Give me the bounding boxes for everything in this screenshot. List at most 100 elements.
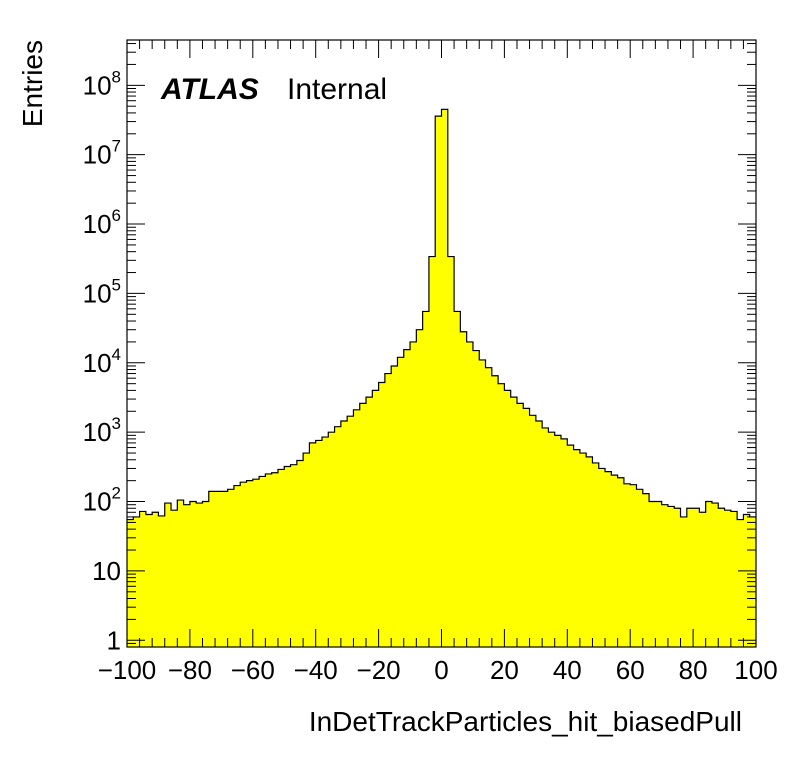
histogram-bin [586, 456, 593, 647]
histogram-bin [542, 427, 549, 647]
histogram-bin [221, 491, 229, 647]
histogram-bin [359, 403, 367, 647]
histogram-bin [466, 341, 474, 647]
y-tick-labels: 1 10 102 103 104 105 106 107 108 [83, 67, 121, 655]
histogram-bin [617, 477, 625, 647]
histogram-bin [403, 349, 411, 647]
y-tick-label: 104 [83, 345, 121, 378]
histogram-bin [435, 116, 442, 648]
x-tick-label: 80 [679, 655, 708, 685]
histogram-bin [523, 408, 530, 647]
histogram-bin [416, 329, 424, 647]
histogram-bin [340, 420, 348, 647]
histogram-bin [579, 453, 587, 647]
histogram-bin [567, 445, 574, 647]
histogram-bin [674, 508, 681, 647]
histogram-bin [711, 503, 719, 647]
histogram-bin [447, 256, 455, 647]
histogram-bin [561, 438, 568, 647]
histogram-bin [655, 501, 663, 647]
histogram-bin [573, 449, 581, 647]
histogram-bin [705, 501, 713, 647]
histogram-bin [265, 473, 273, 647]
histogram-bin [605, 471, 612, 647]
histogram-bin [554, 435, 562, 647]
histogram-bin [328, 432, 335, 647]
x-tick-label: −20 [357, 655, 401, 685]
x-tick-label: −60 [231, 655, 275, 685]
histogram-bin [240, 482, 247, 647]
histogram-bin [693, 508, 700, 647]
histogram-bin [284, 466, 291, 647]
histogram-bin [516, 403, 524, 647]
histogram-bin [366, 397, 373, 647]
histogram-bin [623, 483, 631, 647]
histogram-bin [309, 442, 317, 647]
histogram-bin [208, 491, 216, 647]
histogram-bin [189, 501, 197, 647]
histogram-bin [391, 365, 398, 647]
x-tick-label: −100 [98, 655, 157, 685]
histogram-outline [127, 108, 756, 521]
histogram-bin [743, 514, 751, 647]
histogram-bin [485, 367, 493, 647]
histogram-bin [730, 511, 738, 647]
histogram-bin [252, 479, 260, 647]
histogram-bin [202, 501, 210, 647]
histogram-bin [127, 519, 134, 647]
histogram-bin [422, 311, 430, 647]
x-tick-label: −80 [168, 655, 212, 685]
histogram-bin [454, 311, 461, 647]
histogram-bin [548, 432, 556, 647]
histogram-bin [428, 256, 436, 647]
y-tick-label: 103 [83, 414, 121, 447]
histogram-bin [680, 516, 688, 647]
histogram-bin [630, 484, 637, 647]
y-tick-label: 106 [83, 206, 121, 239]
histogram-bin [498, 383, 505, 647]
histogram-bin [460, 331, 468, 647]
histogram-bin [353, 409, 361, 647]
histogram-bin [321, 437, 329, 647]
histogram-bin [397, 357, 405, 647]
histogram-bin [661, 504, 669, 647]
y-tick-label: 102 [83, 484, 121, 517]
histogram-bin [246, 480, 254, 647]
axis-ticks [126, 40, 757, 647]
histogram-bin [296, 460, 304, 647]
atlas-label: ATLAS [160, 73, 259, 106]
histogram-bin [636, 489, 644, 647]
histogram-bin [611, 475, 619, 647]
histogram-bin [290, 464, 298, 647]
histogram-bin [372, 390, 379, 647]
y-tick-label: 107 [83, 137, 121, 170]
histogram-bin [441, 109, 449, 647]
histogram-bin [699, 512, 707, 647]
y-tick-label: 10 [92, 556, 121, 586]
histogram-bin [472, 350, 480, 647]
histogram-bin [529, 415, 537, 647]
histogram-bin [347, 416, 354, 647]
x-tick-label: 100 [734, 655, 777, 685]
histogram-bin [535, 420, 543, 647]
histogram-bin [598, 468, 606, 647]
histogram-bin [215, 491, 222, 647]
x-axis-title: InDetTrackParticles_hit_biasedPull [309, 706, 742, 737]
histogram-bin [686, 508, 694, 647]
histogram-bin [642, 493, 650, 647]
histogram-bin [491, 375, 499, 647]
histogram-bin [196, 503, 203, 647]
histogram-bin [479, 359, 486, 647]
histogram-bin [592, 462, 600, 647]
histogram-bin [315, 440, 323, 647]
histogram-bin [259, 476, 266, 647]
histogram-bin [510, 397, 518, 647]
x-tick-label: 20 [490, 655, 519, 685]
x-tick-labels: −100 −80 −60 −40 −20 0 20 40 60 80 100 [98, 655, 778, 685]
x-tick-label: 0 [434, 655, 448, 685]
histogram-bin [233, 485, 241, 647]
histogram-bin [378, 382, 386, 647]
histogram-bin [271, 472, 279, 647]
y-tick-label: 105 [83, 275, 121, 308]
